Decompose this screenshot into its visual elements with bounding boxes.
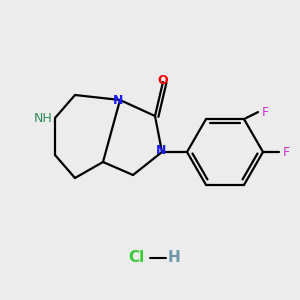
Text: F: F [261,106,268,118]
Text: N: N [156,145,166,158]
Text: O: O [158,74,168,88]
Text: F: F [282,146,290,158]
Text: N: N [113,94,123,106]
Text: Cl: Cl [128,250,144,266]
Text: NH: NH [34,112,52,124]
Text: H: H [168,250,180,266]
